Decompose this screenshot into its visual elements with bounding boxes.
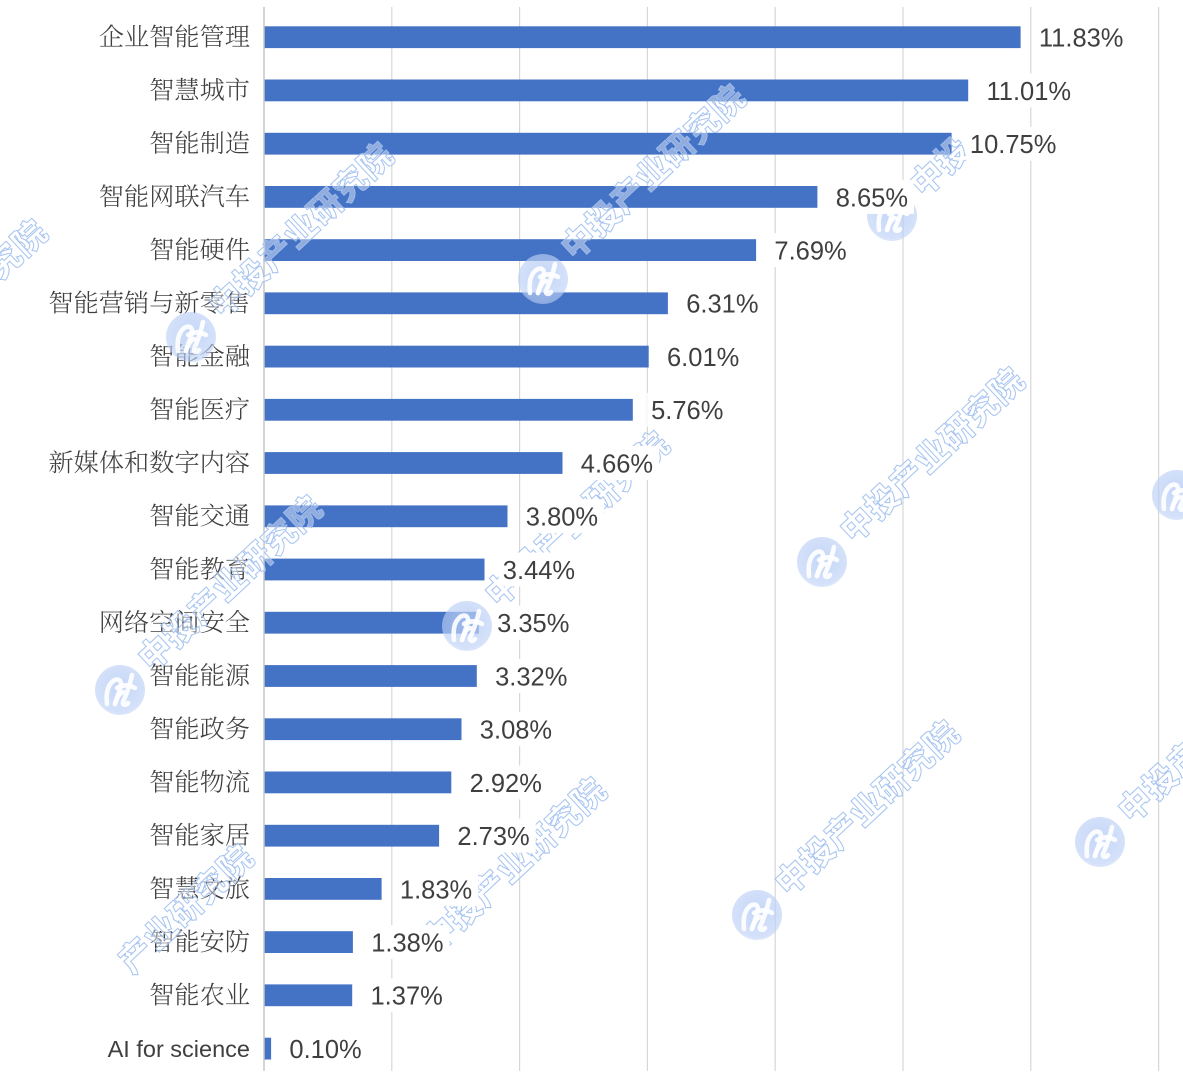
svg-text:1.37%: 1.37% bbox=[371, 983, 443, 1011]
svg-text:8.65%: 8.65% bbox=[836, 184, 908, 212]
svg-text:10.75%: 10.75% bbox=[970, 131, 1057, 159]
svg-text:0.10%: 0.10% bbox=[289, 1036, 361, 1064]
svg-text:1.38%: 1.38% bbox=[371, 930, 443, 958]
svg-text:5.76%: 5.76% bbox=[651, 397, 723, 425]
svg-text:3.80%: 3.80% bbox=[526, 504, 598, 532]
svg-text:1.83%: 1.83% bbox=[400, 876, 472, 904]
svg-text:4.66%: 4.66% bbox=[581, 450, 653, 478]
svg-text:2.73%: 2.73% bbox=[457, 823, 529, 851]
svg-text:2.92%: 2.92% bbox=[470, 770, 542, 798]
svg-text:11.01%: 11.01% bbox=[987, 78, 1072, 106]
svg-text:6.01%: 6.01% bbox=[667, 344, 739, 372]
svg-text:AI for science: AI for science bbox=[108, 1036, 250, 1062]
svg-text:7.69%: 7.69% bbox=[774, 238, 846, 266]
svg-text:11.83%: 11.83% bbox=[1039, 25, 1124, 53]
svg-text:3.32%: 3.32% bbox=[495, 663, 567, 691]
svg-text:6.31%: 6.31% bbox=[686, 291, 758, 319]
svg-text:3.35%: 3.35% bbox=[497, 610, 569, 638]
svg-text:3.44%: 3.44% bbox=[503, 557, 575, 585]
svg-text:3.08%: 3.08% bbox=[480, 717, 552, 745]
